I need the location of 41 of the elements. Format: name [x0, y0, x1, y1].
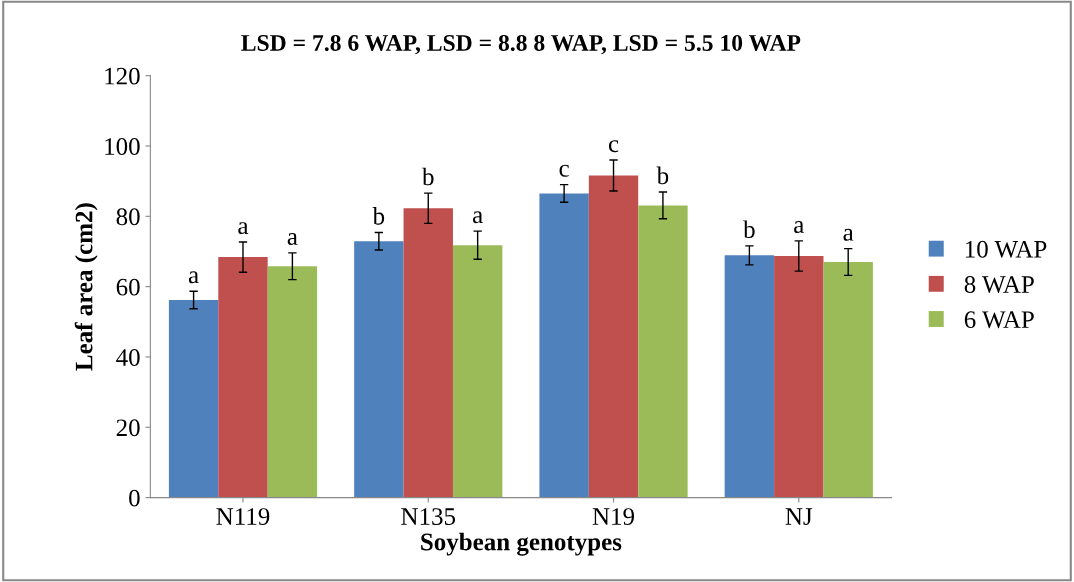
bar: [724, 255, 775, 498]
data-label: b: [372, 207, 385, 225]
bar: [638, 205, 688, 498]
data-label: b: [656, 166, 669, 185]
data-label: b: [743, 220, 755, 238]
y-tick-label: 40: [116, 349, 140, 366]
bar: [218, 257, 268, 498]
legend-label: 8 WAP: [964, 276, 1034, 294]
data-label: c: [559, 164, 569, 177]
bar: [539, 193, 589, 498]
y-tick-label: 0: [129, 489, 140, 507]
x-axis-title: Soybean genotypes: [421, 532, 622, 556]
y-tick-label: 80: [116, 208, 140, 226]
bar: [354, 241, 404, 498]
data-label: a: [472, 211, 483, 224]
chart-title: LSD = 7.8 6 WAP, LSD = 8.8 8 WAP, LSD = 5.5 10 WAP: [241, 34, 801, 55]
bar: [452, 245, 503, 498]
data-label: a: [188, 271, 199, 284]
data-label: a: [843, 228, 854, 241]
bar: [823, 262, 873, 498]
data-label: a: [238, 222, 249, 235]
y-tick-label: 100: [105, 138, 140, 155]
bar: [774, 256, 824, 498]
data-label: a: [794, 221, 804, 234]
bar: [168, 300, 219, 498]
bar: [403, 208, 453, 498]
legend-label: 6 WAP: [964, 311, 1034, 329]
x-tick-label: N19: [592, 508, 635, 525]
y-tick-label: 20: [116, 419, 140, 437]
x-tick-label: NJ: [785, 508, 813, 525]
bar: [588, 175, 639, 498]
x-tick-label: N119: [216, 508, 270, 525]
bar: [267, 266, 318, 498]
legend-label: 10 WAP: [965, 240, 1047, 258]
y-tick-label: 60: [116, 278, 140, 296]
y-tick-label: 120: [105, 67, 140, 85]
data-label: c: [608, 140, 619, 153]
data-label: b: [422, 167, 434, 186]
data-label: a: [287, 233, 298, 246]
y-axis-title: Leaf area (cm2): [74, 203, 98, 371]
x-tick-label: N135: [401, 508, 456, 525]
